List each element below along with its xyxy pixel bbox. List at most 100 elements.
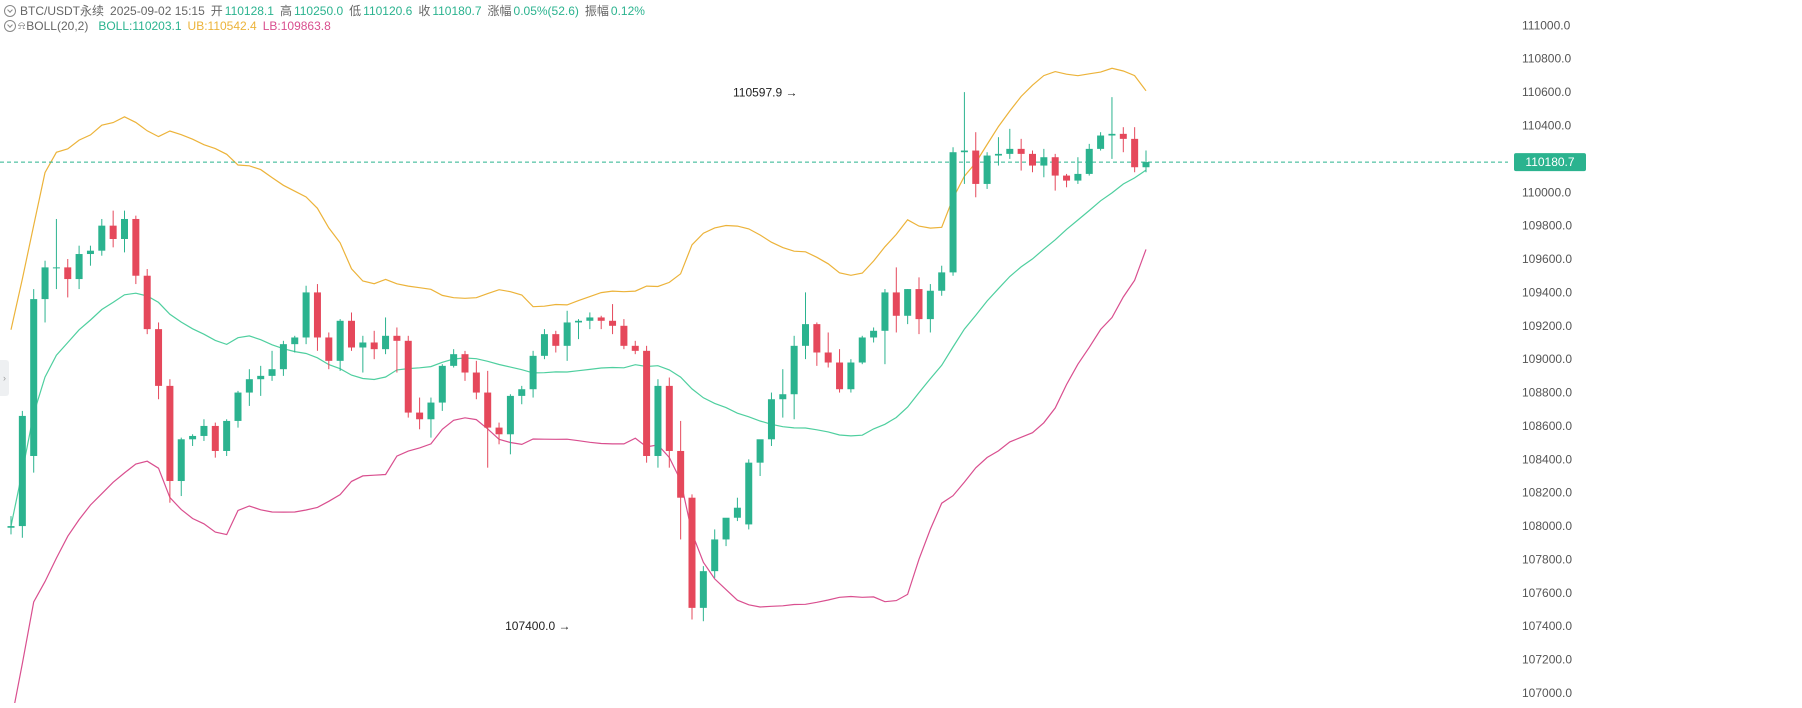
- change-label: 涨幅: [487, 4, 512, 18]
- y-tick-label: 110400.0: [1522, 119, 1571, 133]
- candle-body: [926, 290, 934, 320]
- indicator-header: ⍾ BOLL(20,2) BOLL:110203.1 UB:110542.4 L…: [4, 19, 337, 33]
- candle-body: [200, 425, 208, 436]
- candle-body: [1017, 148, 1025, 154]
- candle-body: [586, 317, 594, 321]
- current-price-tag-label: 110180.7: [1525, 155, 1574, 169]
- candle-body: [575, 320, 582, 323]
- ub-value: UB:110542.4: [187, 19, 257, 33]
- lb-value: LB:109863.8: [262, 19, 331, 33]
- candle-body: [904, 289, 912, 316]
- datetime-label: 2025-09-02 15:15: [110, 3, 205, 18]
- candle-body: [1119, 133, 1127, 139]
- sidebar-toggle[interactable]: ›: [0, 360, 9, 396]
- candle-body: [677, 450, 685, 498]
- candle-body: [291, 337, 299, 345]
- candle-body: [336, 320, 344, 361]
- candle-body: [64, 267, 72, 280]
- candle-body: [1040, 157, 1048, 166]
- y-tick-label: 107200.0: [1522, 653, 1572, 667]
- indicator-name: BOLL(20,2): [26, 19, 89, 33]
- candle-body: [1006, 148, 1014, 154]
- y-tick-label: 111000.0: [1522, 18, 1571, 32]
- candle-body: [518, 389, 526, 396]
- close-label: 收: [418, 4, 431, 18]
- candle-body: [1051, 157, 1059, 176]
- candle-body: [257, 375, 265, 380]
- open-value: 110128.1: [224, 3, 274, 18]
- candle-body: [813, 324, 821, 353]
- candle-body: [733, 507, 741, 518]
- candle-body: [802, 324, 809, 346]
- symbol-label: BTC/USDT永续: [20, 4, 105, 18]
- candle-body: [722, 517, 730, 540]
- candle-body: [745, 462, 753, 525]
- open-label: 开: [210, 4, 223, 18]
- candle-body: [790, 345, 798, 395]
- max-price-annotation: 110597.9 →: [733, 85, 798, 99]
- candle-body: [529, 355, 537, 390]
- candle-body: [223, 420, 231, 451]
- candle-body: [404, 340, 412, 413]
- candle-body: [484, 392, 492, 428]
- y-tick-label: 108200.0: [1522, 486, 1572, 500]
- candle-body: [98, 225, 106, 251]
- y-tick-label: 108800.0: [1522, 386, 1572, 400]
- candle-body: [870, 330, 878, 338]
- candle-body: [858, 337, 866, 363]
- candle-body: [348, 320, 355, 348]
- bell-icon[interactable]: ⍾: [18, 19, 26, 32]
- candle-body: [1108, 133, 1116, 136]
- y-tick-label: 107800.0: [1522, 552, 1572, 566]
- high-label: 高: [279, 4, 292, 18]
- candle-body: [109, 225, 117, 240]
- candle-body: [972, 150, 980, 184]
- candle-body: [506, 395, 514, 435]
- candle-body: [915, 289, 923, 320]
- y-tick-label: 109800.0: [1522, 219, 1572, 233]
- candle-body: [881, 292, 889, 331]
- change-value: 0.05%(52.6): [513, 3, 579, 18]
- candle-body: [268, 369, 276, 376]
- candle-body: [609, 320, 617, 326]
- candle-body: [960, 150, 968, 153]
- candle-body: [1131, 138, 1139, 168]
- y-tick-label: 110600.0: [1522, 85, 1571, 99]
- candle-body: [495, 427, 503, 435]
- candle-body: [597, 317, 605, 321]
- ohlc-header: BTC/USDT永续 2025-09-02 15:15 开 110128.1 高…: [4, 2, 651, 19]
- candle-body: [472, 372, 480, 393]
- candle-body: [1097, 135, 1105, 149]
- candle-body: [983, 155, 991, 184]
- candle-body: [665, 385, 673, 451]
- candle-body: [166, 385, 174, 482]
- min-price-annotation: 107400.0 →: [505, 619, 570, 633]
- y-tick-label: 109200.0: [1522, 319, 1572, 333]
- candle-body: [7, 526, 15, 528]
- candle-body: [540, 334, 548, 356]
- candle-body: [699, 571, 707, 608]
- chevron-down-icon[interactable]: [4, 4, 16, 17]
- candle-body: [132, 218, 140, 276]
- chevron-down-icon[interactable]: [4, 20, 16, 32]
- candle-body: [1063, 175, 1071, 181]
- y-tick-label: 110800.0: [1522, 52, 1571, 66]
- candle-body: [847, 362, 855, 390]
- y-tick-label: 109600.0: [1522, 252, 1572, 266]
- boll-lower-band-line: [13, 249, 1147, 708]
- candle-body: [189, 435, 197, 440]
- y-tick-label: 107000.0: [1522, 686, 1572, 700]
- amplitude-value: 0.12%: [610, 3, 645, 18]
- y-tick-label: 108400.0: [1522, 452, 1572, 466]
- candle-body: [427, 402, 435, 420]
- candle-body: [938, 272, 946, 291]
- y-tick-label: 109000.0: [1522, 352, 1572, 366]
- candle-body: [1142, 162, 1150, 168]
- candle-body: [41, 267, 49, 300]
- candle-body: [779, 394, 787, 400]
- candle-body: [30, 299, 38, 456]
- candle-body: [756, 439, 764, 463]
- y-tick-label: 108000.0: [1522, 519, 1572, 533]
- candle-body: [824, 352, 832, 363]
